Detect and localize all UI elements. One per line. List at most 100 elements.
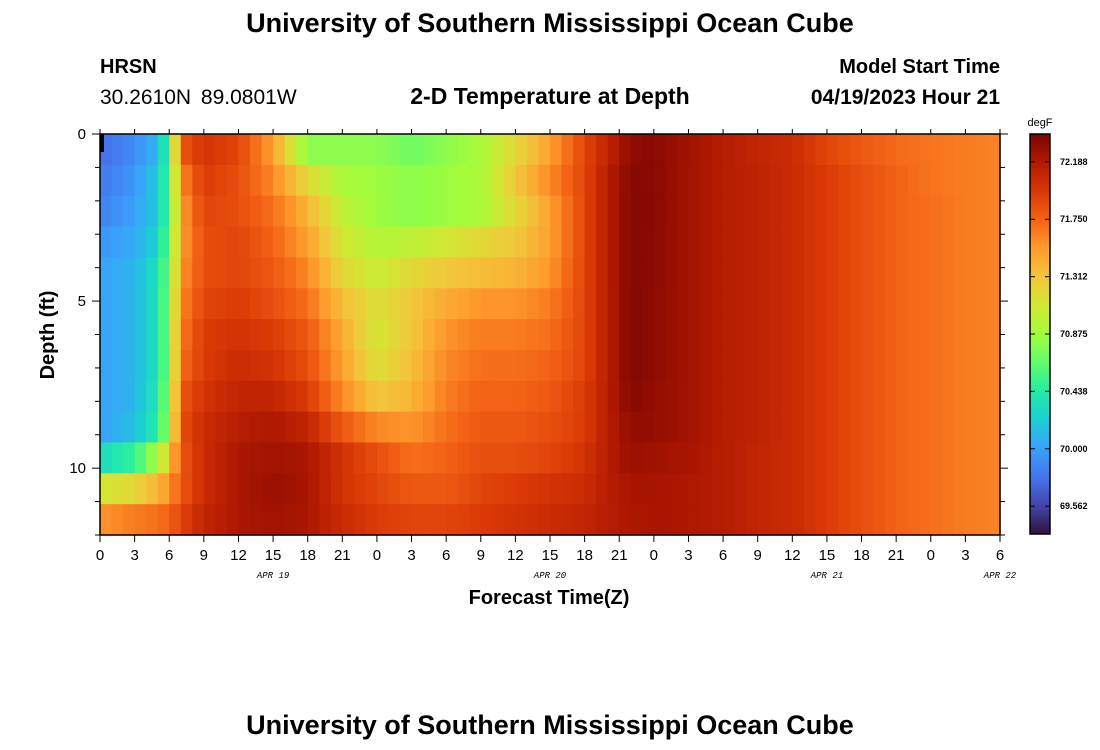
heatmap-cell <box>757 473 770 505</box>
heatmap-cell <box>307 349 320 382</box>
heatmap-cell <box>942 195 955 228</box>
heatmap-cell <box>665 473 678 505</box>
heatmap-cell <box>723 257 736 289</box>
heatmap-cell <box>919 195 932 228</box>
heatmap-cell <box>930 473 943 505</box>
heatmap-cell <box>780 226 793 258</box>
colorbar-unit: degF <box>1027 117 1052 129</box>
heatmap-cell <box>400 411 413 444</box>
heatmap-cell <box>342 473 355 505</box>
heatmap-cell <box>734 473 747 505</box>
heatmap-cell <box>619 134 632 166</box>
colorbar-label: 70.438 <box>1060 386 1088 396</box>
heatmap-cell <box>723 411 736 444</box>
heatmap-cell <box>665 349 678 382</box>
heatmap-cell <box>769 442 782 474</box>
heatmap-cell <box>526 442 540 474</box>
heatmap-cell <box>919 411 932 444</box>
heatmap-cell <box>273 411 286 444</box>
heatmap-cell <box>469 257 482 289</box>
station-name: HRSN <box>100 56 157 78</box>
x-tick-label: 6 <box>165 547 173 564</box>
heatmap-cell <box>365 473 378 505</box>
x-tick-label: 0 <box>96 547 104 564</box>
heatmap-cell <box>307 226 320 258</box>
heatmap-cell <box>250 134 263 166</box>
heatmap-cell <box>803 288 816 320</box>
heatmap-cell <box>307 380 320 413</box>
heatmap-cell <box>169 226 182 258</box>
heatmap-cell <box>411 380 424 413</box>
heatmap-cell <box>642 164 655 197</box>
heatmap-cell <box>723 164 736 197</box>
heatmap-cell <box>411 288 424 320</box>
heatmap-cell <box>965 319 978 351</box>
heatmap-cell <box>526 504 540 536</box>
heatmap-cell <box>746 164 759 197</box>
heatmap-cell <box>261 257 274 289</box>
heatmap-cell <box>238 195 251 228</box>
heatmap-cell <box>411 195 424 228</box>
heatmap-cell <box>515 411 528 444</box>
heatmap-cell <box>157 473 170 505</box>
heatmap-cell <box>203 319 216 351</box>
heatmap-cell <box>273 164 286 197</box>
heatmap-cell <box>803 473 816 505</box>
heatmap-cell <box>976 288 990 320</box>
heatmap-cell <box>538 442 551 474</box>
heatmap-cell <box>238 257 251 289</box>
heatmap-cell <box>146 134 159 166</box>
heatmap-cell <box>873 411 886 444</box>
heatmap-cell <box>526 288 540 320</box>
heatmap-cell <box>907 319 920 351</box>
heatmap-cell <box>607 411 620 444</box>
heatmap-cell <box>561 349 574 382</box>
heatmap-cell <box>700 349 713 382</box>
heatmap-cell <box>550 164 563 197</box>
heatmap-cell <box>284 226 297 258</box>
heatmap-cell <box>423 504 436 536</box>
heatmap-cell <box>111 473 124 505</box>
heatmap-cell <box>746 195 759 228</box>
heatmap-cell <box>653 134 666 166</box>
heatmap-cell <box>688 195 701 228</box>
colorbar: degF 72.188 71.750 71.312 70.875 70.438 70.00… <box>1027 117 1088 535</box>
heatmap-cell <box>596 134 609 166</box>
heatmap-cell <box>584 195 597 228</box>
heatmap-cell <box>400 473 413 505</box>
heatmap-cell <box>942 319 955 351</box>
heatmap-cell <box>988 349 1001 382</box>
heatmap-cell <box>642 226 655 258</box>
heatmap-cell <box>330 442 343 474</box>
heatmap-cell <box>676 380 690 413</box>
heatmap-cell <box>723 226 736 258</box>
heatmap-cell <box>446 473 459 505</box>
heatmap-cell <box>226 226 240 258</box>
heatmap-cell <box>630 442 643 474</box>
heatmap-cell <box>896 288 909 320</box>
heatmap-cell <box>180 411 193 444</box>
heatmap-cell <box>861 380 874 413</box>
heatmap-cell <box>157 288 170 320</box>
heatmap-cell <box>815 164 828 197</box>
heatmap-cell <box>930 319 943 351</box>
heatmap-cell <box>388 134 401 166</box>
x-tick-label: 12 <box>507 547 524 564</box>
heatmap-cell <box>192 473 205 505</box>
heatmap-cell <box>388 164 401 197</box>
heatmap-cell <box>515 134 528 166</box>
heatmap-cell <box>434 504 447 536</box>
heatmap-cell <box>503 442 516 474</box>
heatmap-cell <box>826 226 840 258</box>
colorbar-label: 70.875 <box>1060 329 1088 339</box>
heatmap-cell <box>596 380 609 413</box>
heatmap-cell <box>976 442 990 474</box>
heatmap-cell <box>584 164 597 197</box>
heatmap-cell <box>826 442 840 474</box>
x-tick-label: 18 <box>299 547 316 564</box>
heatmap-cell <box>423 442 436 474</box>
heatmap-cell <box>261 319 274 351</box>
heatmap-cell <box>284 288 297 320</box>
heatmap-cell <box>261 288 274 320</box>
